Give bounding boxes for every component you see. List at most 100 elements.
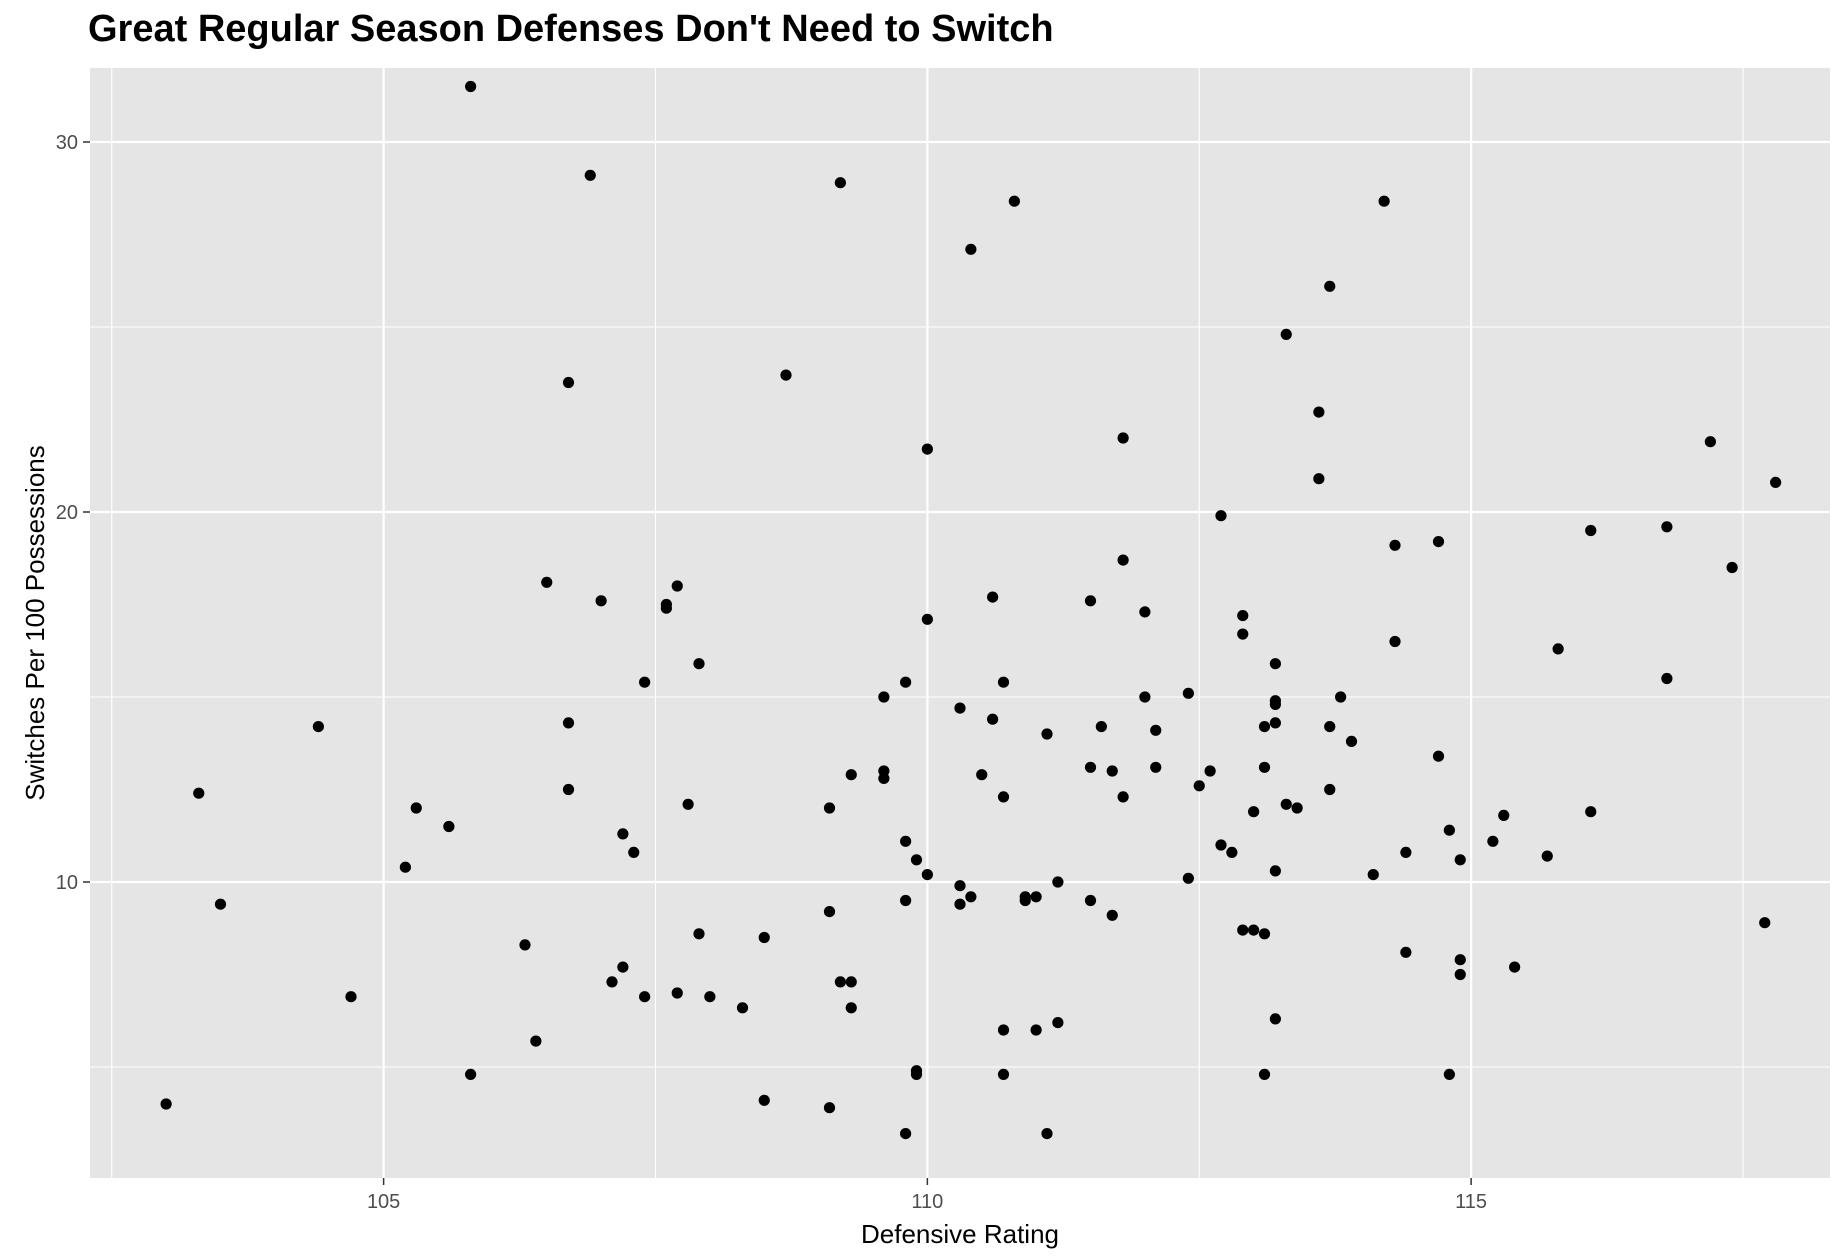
data-point <box>1106 765 1118 777</box>
data-point <box>1454 954 1466 966</box>
data-point <box>954 702 966 714</box>
data-point <box>900 894 912 907</box>
plot-panel <box>90 68 1830 1178</box>
data-point <box>921 869 933 881</box>
data-point <box>1237 628 1249 640</box>
data-point <box>900 835 912 847</box>
data-point <box>976 769 988 781</box>
data-point <box>1182 687 1194 699</box>
data-point <box>1150 724 1162 736</box>
data-point <box>1041 728 1053 740</box>
data-point <box>1324 721 1336 733</box>
data-point <box>312 721 324 733</box>
data-point <box>1541 850 1553 862</box>
data-point <box>823 906 836 918</box>
data-point <box>1008 195 1020 207</box>
data-point <box>562 783 575 796</box>
data-point <box>921 443 933 455</box>
data-point <box>878 691 890 703</box>
data-point <box>1585 524 1597 537</box>
x-tick-label: 105 <box>367 1191 400 1213</box>
data-point <box>954 880 966 892</box>
data-point <box>1324 280 1336 292</box>
data-point <box>834 976 846 988</box>
data-point <box>758 931 770 944</box>
data-point <box>1248 806 1260 818</box>
data-point <box>736 1002 749 1014</box>
data-point <box>606 976 618 988</box>
data-point <box>921 613 933 625</box>
data-point <box>1095 721 1107 733</box>
data-point <box>1661 672 1673 685</box>
data-point <box>1552 643 1564 655</box>
data-point <box>1182 872 1194 884</box>
data-point <box>704 991 716 1003</box>
data-point <box>1389 539 1401 551</box>
data-point <box>562 376 575 389</box>
data-point <box>1509 961 1521 973</box>
data-point <box>639 991 651 1003</box>
data-point <box>541 576 553 588</box>
data-point <box>1432 750 1445 762</box>
data-point <box>1280 328 1292 340</box>
data-point <box>628 846 640 859</box>
data-point <box>997 791 1010 803</box>
data-point <box>1258 761 1271 773</box>
data-point <box>1487 835 1499 847</box>
data-point <box>595 595 607 607</box>
data-point <box>1770 476 1782 488</box>
data-point <box>878 772 890 785</box>
data-point <box>671 987 683 999</box>
data-point <box>1052 876 1064 888</box>
data-point <box>997 676 1010 688</box>
data-point <box>1139 691 1151 703</box>
data-point <box>193 787 205 799</box>
data-point <box>1030 1024 1042 1036</box>
data-point <box>160 1098 172 1110</box>
data-point <box>1193 780 1205 792</box>
data-point <box>1258 1068 1271 1080</box>
data-point <box>682 798 694 810</box>
data-point <box>1117 432 1129 444</box>
x-tick-label: 115 <box>1455 1191 1487 1213</box>
data-point <box>1726 561 1738 574</box>
data-point <box>1443 824 1455 836</box>
data-point <box>1215 839 1227 851</box>
data-point <box>1313 473 1325 485</box>
data-point <box>834 177 846 189</box>
data-point <box>910 854 923 866</box>
data-point <box>1585 806 1597 818</box>
data-point <box>1661 521 1673 533</box>
data-point <box>1498 809 1510 822</box>
data-point <box>845 976 857 988</box>
axis-ticks <box>83 141 1472 1185</box>
data-point <box>1454 968 1466 981</box>
data-point <box>1084 894 1097 907</box>
data-point <box>617 828 629 840</box>
data-point <box>965 243 977 255</box>
data-point <box>910 1068 923 1080</box>
data-point <box>519 939 531 951</box>
y-tick-label: 30 <box>56 132 78 154</box>
data-point <box>823 802 836 814</box>
data-point <box>1345 735 1358 748</box>
data-point <box>1291 802 1303 814</box>
data-point <box>1400 846 1412 859</box>
data-point <box>1443 1068 1455 1080</box>
data-point <box>530 1035 542 1047</box>
data-point <box>758 1094 770 1106</box>
data-point <box>997 1068 1010 1080</box>
data-point <box>1030 891 1042 903</box>
data-point <box>410 802 422 814</box>
data-point <box>1269 698 1281 711</box>
data-point <box>1117 554 1129 566</box>
data-point <box>900 1128 912 1140</box>
data-point <box>1335 691 1347 703</box>
data-point <box>443 820 455 833</box>
data-point <box>1313 406 1325 418</box>
data-point <box>780 369 792 381</box>
data-point <box>562 717 575 729</box>
y-tick-label: 20 <box>56 502 78 524</box>
